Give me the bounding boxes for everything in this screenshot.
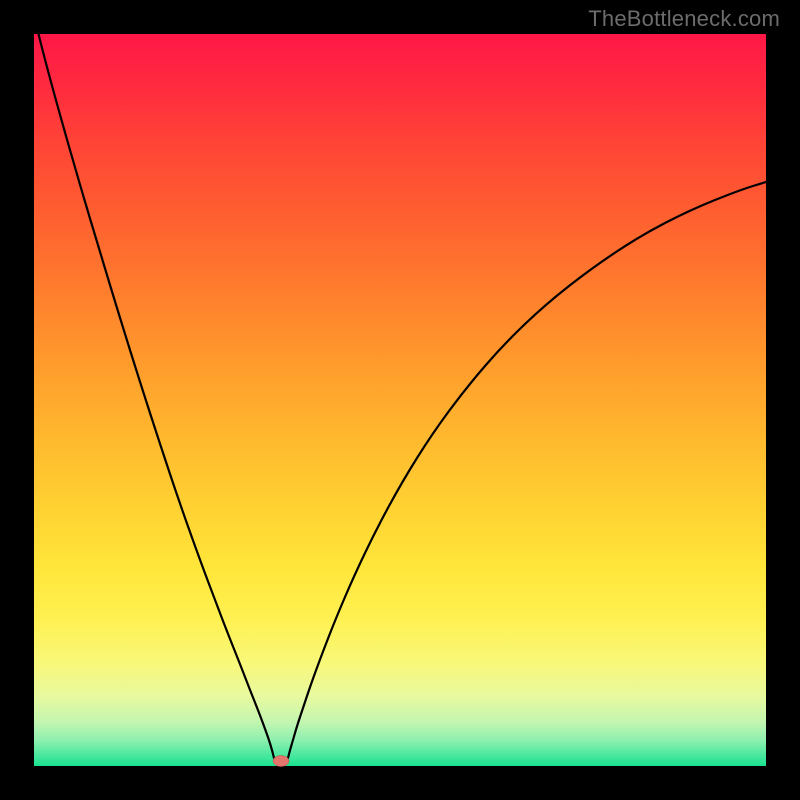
bottleneck-chart (0, 0, 800, 800)
plot-background (34, 34, 766, 766)
minimum-marker (273, 756, 289, 767)
watermark-text: TheBottleneck.com (588, 6, 780, 32)
